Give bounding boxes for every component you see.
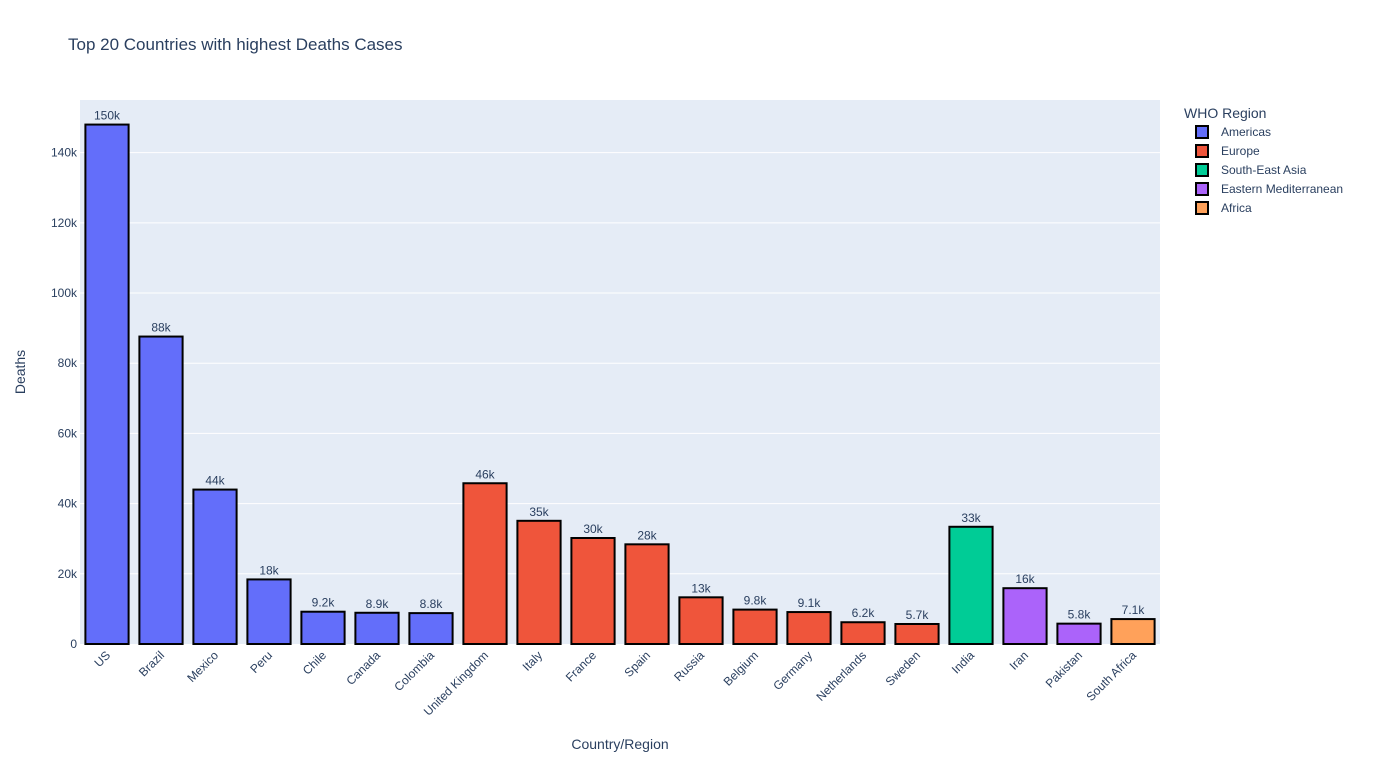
bar-value-label: 30k <box>583 522 603 536</box>
bar-value-label: 33k <box>961 511 981 525</box>
legend-label: Eastern Mediterranean <box>1221 182 1343 196</box>
bar-value-labels: 150k 88k 44k 18k 9.2k 8.9k 8.8k 46k 35k 30k 28k 13k… <box>94 109 1145 622</box>
bar-value-label: 88k <box>151 321 171 335</box>
bar <box>300 610 346 645</box>
plot-area <box>80 100 1160 644</box>
bar <box>678 596 724 645</box>
bar <box>408 612 454 646</box>
bar <box>786 611 832 646</box>
legend-label: Africa <box>1221 201 1252 215</box>
y-tick-label: 100k <box>51 286 78 300</box>
bar <box>1002 587 1048 645</box>
bar <box>840 621 886 645</box>
y-tick-label: 20k <box>58 567 78 581</box>
bar-value-label: 9.8k <box>744 594 768 608</box>
bar-value-label: 9.2k <box>312 596 336 610</box>
bar-value-label: 7.1k <box>1122 603 1146 617</box>
bar <box>84 123 130 645</box>
bar-value-label: 28k <box>637 528 657 542</box>
bar <box>570 537 616 646</box>
bar-value-label: 9.1k <box>798 596 822 610</box>
bar <box>624 543 670 645</box>
bar <box>1110 618 1156 646</box>
bar <box>354 611 400 645</box>
bar <box>192 488 238 645</box>
bar <box>1056 622 1102 645</box>
bar <box>462 482 508 645</box>
bar-value-label: 8.8k <box>420 597 444 611</box>
legend-title: WHO Region <box>1184 105 1266 121</box>
y-tick-label: 80k <box>58 356 78 370</box>
bar <box>516 519 562 645</box>
legend-swatch <box>1195 125 1209 139</box>
bar-value-label: 5.8k <box>1068 608 1092 622</box>
y-axis-title: Deaths <box>12 350 28 394</box>
y-tick-label: 120k <box>51 216 78 230</box>
bar-value-label: 5.7k <box>906 608 930 622</box>
bar-value-label: 18k <box>259 563 279 577</box>
y-tick-label: 60k <box>58 426 78 440</box>
bar-value-label: 35k <box>529 505 549 519</box>
legend-swatch <box>1195 182 1209 196</box>
legend-swatch <box>1195 201 1209 215</box>
x-axis-title: Country/Region <box>571 736 668 752</box>
bar-value-label: 8.9k <box>366 597 390 611</box>
legend-label: South-East Asia <box>1221 163 1307 177</box>
legend: WHO Region Americas Europe South-East Asia… <box>1184 105 1343 215</box>
legend-label: Americas <box>1221 125 1271 139</box>
y-tick-label: 40k <box>58 497 78 511</box>
bar <box>732 608 778 646</box>
chart-title: Top 20 Countries with highest Deaths Cas… <box>68 35 403 54</box>
legend-swatch <box>1195 144 1209 158</box>
gridlines <box>80 152 1160 575</box>
bar-value-label: 46k <box>475 467 495 481</box>
bar-value-label: 16k <box>1015 572 1035 586</box>
bar <box>894 622 940 645</box>
legend-items: Americas Europe South-East Asia Eastern Med… <box>1195 125 1343 215</box>
bar-value-label: 6.2k <box>852 606 876 620</box>
bars <box>84 123 1156 646</box>
legend-label: Europe <box>1221 144 1260 158</box>
bar <box>246 578 292 645</box>
y-tick-label: 140k <box>51 146 78 160</box>
bar <box>138 335 184 645</box>
bar-value-label: 13k <box>691 581 711 595</box>
legend-swatch <box>1195 163 1209 177</box>
y-tick-label: 0 <box>70 637 77 651</box>
bar <box>948 525 994 646</box>
bar-value-label: 150k <box>94 109 121 123</box>
bar-value-label: 44k <box>205 474 225 488</box>
y-axis-ticks: 0 20k 40k 60k 80k 100k 120k 140k <box>51 146 78 651</box>
